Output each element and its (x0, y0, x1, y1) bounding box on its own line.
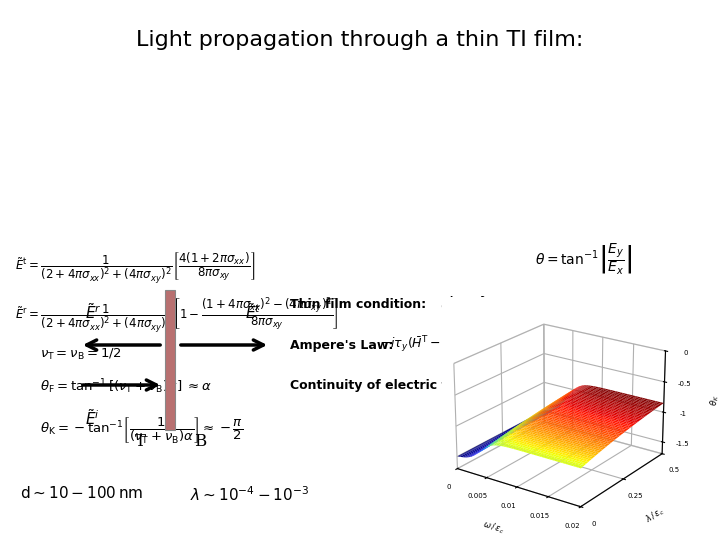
Text: B: B (194, 433, 206, 450)
Text: $\theta_\mathrm{F} = \tan^{-1}[(\nu_\mathrm{T}+\nu_\mathrm{B})\alpha]\;\approx\a: $\theta_\mathrm{F} = \tan^{-1}[(\nu_\mat… (40, 377, 212, 396)
Text: Thin film condition:: Thin film condition: (290, 299, 426, 312)
Bar (165, 290, 175, 430)
Text: $\lambda \sim 10^{-4} - 10^{-3}$: $\lambda \sim 10^{-4} - 10^{-3}$ (190, 485, 310, 504)
Text: $\tilde{t}_r - \tilde{E}^i - \tilde{E}^r$: $\tilde{t}_r - \tilde{E}^i - \tilde{E}^r… (456, 375, 528, 395)
Text: Ampere's Law:: Ampere's Law: (290, 339, 393, 352)
Y-axis label: $\lambda\,/\,\varepsilon_c$: $\lambda\,/\,\varepsilon_c$ (644, 504, 667, 525)
Text: $\tilde{E}^i$: $\tilde{E}^i$ (85, 408, 99, 428)
Text: T: T (135, 433, 145, 450)
Text: $\tilde{E}^r$: $\tilde{E}^r$ (85, 302, 102, 322)
Text: $\theta = \tan^{-1}\!\left|\dfrac{E_y}{E_x}\right|$: $\theta = \tan^{-1}\!\left|\dfrac{E_y}{E… (535, 242, 632, 277)
Text: $d \ll \lambda$: $d \ll \lambda$ (440, 296, 488, 314)
Text: $\nu_\mathrm{T} = \nu_\mathrm{B} = 1/2$: $\nu_\mathrm{T} = \nu_\mathrm{B} = 1/2$ (40, 347, 122, 362)
Text: $\tilde{E}^\mathrm{r} = \dfrac{1}{(2+4\pi\sigma_{xx})^2+(4\pi\sigma_{xy})^2}\lef: $\tilde{E}^\mathrm{r} = \dfrac{1}{(2+4\p… (15, 295, 338, 335)
Text: Light propagation through a thin TI film:: Light propagation through a thin TI film… (136, 30, 584, 50)
Text: Continuity of electric field:: Continuity of electric field: (290, 379, 477, 392)
X-axis label: $\omega\,/\,\varepsilon_c$: $\omega\,/\,\varepsilon_c$ (481, 518, 506, 537)
Text: $-i\tau_y(\bar{H}^\mathrm{T}-\bar{H}^\mathrm{B})=(4\pi/c)\,(\bar{\sigma}_\mathrm: $-i\tau_y(\bar{H}^\mathrm{T}-\bar{H}^\ma… (380, 335, 582, 355)
Text: $\theta_\mathrm{K} = -\tan^{-1}\!\left[\dfrac{1}{(\nu_\mathrm{T}+\nu_\mathrm{B}): $\theta_\mathrm{K} = -\tan^{-1}\!\left[\… (40, 415, 243, 445)
Text: $\tilde{E}^t$: $\tilde{E}^t$ (245, 302, 261, 322)
Text: $\tilde{E}^\mathrm{t} = \dfrac{1}{(2+4\pi\sigma_{xx})^2+(4\pi\sigma_{xy})^2}\lef: $\tilde{E}^\mathrm{t} = \dfrac{1}{(2+4\p… (15, 250, 256, 285)
Text: $\mathrm{d} \sim 10-100\,\mathrm{nm}$: $\mathrm{d} \sim 10-100\,\mathrm{nm}$ (20, 485, 143, 501)
